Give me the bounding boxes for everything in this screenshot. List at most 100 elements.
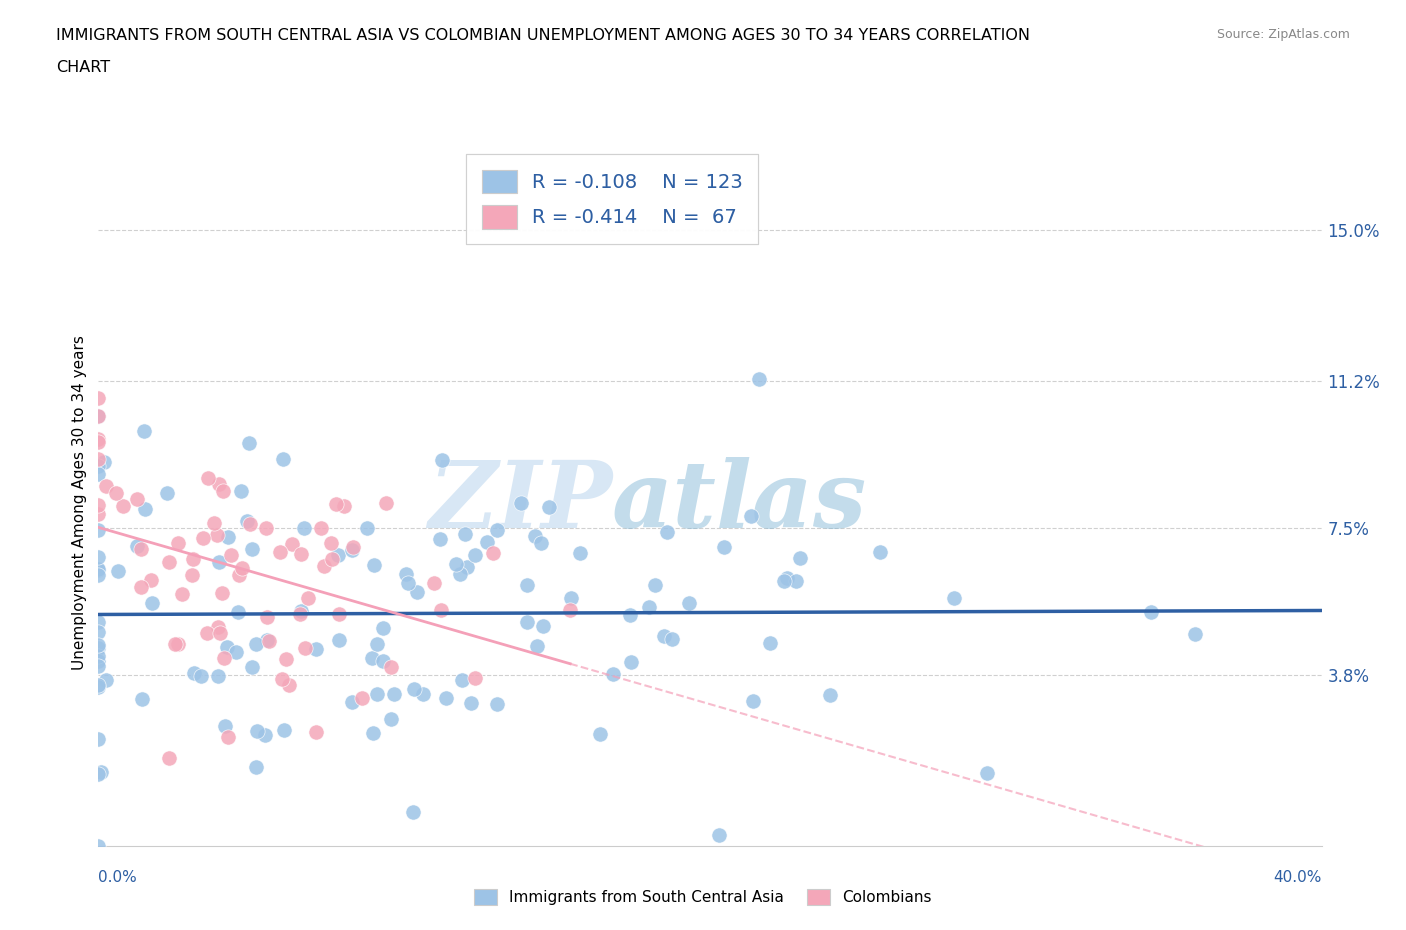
Point: [309, 520, 332, 535]
Point: [325, 497, 347, 512]
Point: [292, 521, 315, 536]
Text: Source: ZipAtlas.com: Source: ZipAtlas.com: [1216, 28, 1350, 41]
Point: [125, 538, 148, 553]
Point: [340, 542, 363, 557]
Point: [530, 536, 553, 551]
Point: [374, 496, 396, 511]
Point: [516, 614, 538, 629]
Point: [429, 531, 451, 546]
Point: [273, 723, 295, 737]
Point: [654, 628, 676, 643]
Point: [1184, 627, 1206, 642]
Point: [434, 691, 457, 706]
Point: [157, 751, 180, 765]
Point: [516, 578, 538, 592]
Point: [87, 567, 110, 582]
Point: [217, 530, 239, 545]
Point: [475, 535, 498, 550]
Point: [226, 604, 249, 619]
Point: [239, 517, 262, 532]
Point: [371, 620, 394, 635]
Point: [87, 549, 110, 564]
Point: [87, 434, 110, 449]
Point: [87, 467, 110, 482]
Point: [87, 615, 110, 630]
Point: [225, 644, 247, 659]
Point: [181, 568, 204, 583]
Point: [87, 498, 110, 512]
Point: [240, 659, 263, 674]
Point: [87, 563, 110, 578]
Point: [294, 641, 316, 656]
Point: [531, 618, 554, 633]
Point: [245, 637, 267, 652]
Point: [276, 652, 298, 667]
Point: [217, 729, 239, 744]
Point: [644, 578, 666, 592]
Point: [87, 432, 110, 446]
Point: [107, 564, 129, 578]
Point: [332, 498, 354, 513]
Point: [132, 424, 155, 439]
Point: [328, 548, 350, 563]
Point: [190, 669, 212, 684]
Point: [281, 537, 304, 551]
Point: [93, 455, 115, 470]
Point: [157, 554, 180, 569]
Point: [342, 540, 364, 555]
Point: [208, 477, 231, 492]
Point: [485, 523, 508, 538]
Point: [87, 451, 110, 466]
Point: [94, 478, 117, 493]
Point: [141, 596, 163, 611]
Point: [321, 535, 343, 550]
Point: [290, 604, 312, 618]
Text: 0.0%: 0.0%: [98, 870, 138, 884]
Point: [87, 458, 110, 473]
Point: [87, 766, 110, 781]
Point: [205, 527, 228, 542]
Point: [193, 531, 215, 546]
Point: [342, 694, 364, 709]
Point: [202, 515, 225, 530]
Point: [396, 576, 419, 591]
Point: [207, 669, 229, 684]
Point: [361, 651, 384, 666]
Point: [240, 541, 263, 556]
Point: [740, 509, 762, 524]
Point: [238, 435, 260, 450]
Point: [619, 607, 641, 622]
Point: [212, 650, 235, 665]
Point: [87, 408, 110, 423]
Point: [256, 521, 278, 536]
Point: [328, 632, 350, 647]
Point: [453, 526, 475, 541]
Text: 40.0%: 40.0%: [1274, 870, 1322, 884]
Point: [87, 677, 110, 692]
Point: [163, 637, 186, 652]
Point: [366, 636, 388, 651]
Point: [942, 591, 965, 605]
Point: [713, 539, 735, 554]
Point: [278, 677, 301, 692]
Point: [759, 636, 782, 651]
Point: [211, 586, 233, 601]
Point: [481, 545, 503, 560]
Point: [363, 557, 385, 572]
Point: [394, 566, 416, 581]
Point: [290, 606, 312, 621]
Point: [321, 551, 343, 566]
Point: [172, 587, 194, 602]
Point: [869, 545, 891, 560]
Point: [246, 724, 269, 738]
Point: [510, 496, 533, 511]
Text: IMMIGRANTS FROM SOUTH CENTRAL ASIA VS COLOMBIAN UNEMPLOYMENT AMONG AGES 30 TO 34: IMMIGRANTS FROM SOUTH CENTRAL ASIA VS CO…: [56, 28, 1031, 43]
Point: [328, 607, 350, 622]
Point: [87, 658, 110, 673]
Point: [356, 520, 378, 535]
Point: [87, 408, 110, 423]
Point: [139, 573, 162, 588]
Point: [219, 548, 242, 563]
Point: [464, 547, 486, 562]
Point: [361, 725, 384, 740]
